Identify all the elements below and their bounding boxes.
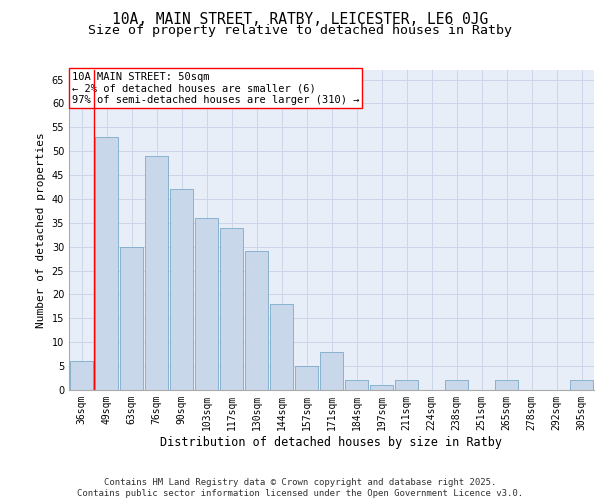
Bar [95,137,118,390]
Bar [170,190,193,390]
Bar [295,366,318,390]
Text: Size of property relative to detached houses in Ratby: Size of property relative to detached ho… [88,24,512,37]
Bar [70,362,93,390]
Y-axis label: Number of detached properties: Number of detached properties [36,132,46,328]
Bar [195,218,218,390]
Bar [370,385,393,390]
Bar [320,352,343,390]
Bar [570,380,593,390]
Bar [145,156,168,390]
Bar [495,380,518,390]
Bar [220,228,243,390]
Bar [345,380,368,390]
Bar [120,246,143,390]
Text: Contains HM Land Registry data © Crown copyright and database right 2025.
Contai: Contains HM Land Registry data © Crown c… [77,478,523,498]
Bar [270,304,293,390]
Bar [445,380,468,390]
Text: 10A MAIN STREET: 50sqm
← 2% of detached houses are smaller (6)
97% of semi-detac: 10A MAIN STREET: 50sqm ← 2% of detached … [71,72,359,105]
Bar [245,252,268,390]
Text: 10A, MAIN STREET, RATBY, LEICESTER, LE6 0JG: 10A, MAIN STREET, RATBY, LEICESTER, LE6 … [112,12,488,28]
Bar [395,380,418,390]
X-axis label: Distribution of detached houses by size in Ratby: Distribution of detached houses by size … [161,436,503,448]
